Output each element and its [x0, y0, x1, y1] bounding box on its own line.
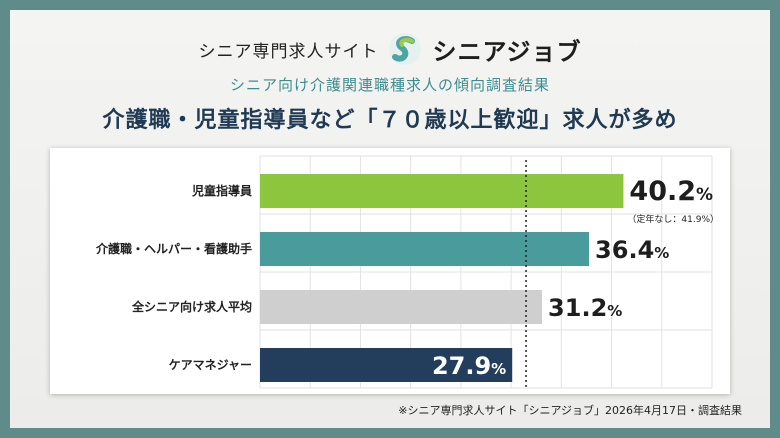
- bar-chart: 児童指導員 40.2%介護職・ヘルパー・看護助手 36.4%全シニア向け求人平均 31…: [95, 155, 719, 389]
- headline: 介護職・児童指導員など「７０歳以上歓迎」求人が多め: [102, 108, 678, 133]
- brand-name: シニアジョブ: [432, 37, 582, 66]
- value-unit-3: %: [607, 302, 622, 320]
- category-label-4: ケアマネジャー: [169, 358, 252, 372]
- category-label-1: 児童指導員: [191, 183, 252, 198]
- s-logo-icon: [389, 33, 422, 65]
- category-label-2: 介護職・ヘルパー・看護助手: [95, 241, 252, 256]
- source-note: ※シニア専門求人サイト「シニアジョブ」2026年4月17日・調査結果: [398, 404, 742, 417]
- annotation-no-retirement: （定年なし：41.9%）: [627, 213, 719, 225]
- value-unit-2: %: [654, 244, 669, 262]
- brand-header: シニア専門求人サイト シニアジョブ: [10, 32, 770, 66]
- bar-3: [260, 290, 543, 324]
- chart-panel: 児童指導員 40.2% 介護職・ヘルパー・看護助手 36.4% 全シニア向け求人平均 31…: [50, 148, 730, 394]
- infographic-card: シニア専門求人サイト シニアジョブ シニア向け介護関連職種求人の傾向調査結果 介…: [10, 10, 770, 428]
- bar-2: [260, 232, 590, 266]
- bar-1: [260, 174, 624, 208]
- value-label-2: 36.4%: [595, 236, 669, 264]
- category-label-3: 全シニア向け求人平均: [131, 299, 252, 314]
- value-unit-1: %: [696, 185, 713, 205]
- brand-subtitle: シニア専門求人サイト: [198, 41, 379, 62]
- value-unit-4: %: [491, 360, 506, 378]
- bar-4: [260, 348, 513, 382]
- survey-subtitle: シニア向け介護関連職種求人の傾向調査結果: [229, 76, 550, 94]
- value-label-1: 40.2%: [629, 176, 713, 207]
